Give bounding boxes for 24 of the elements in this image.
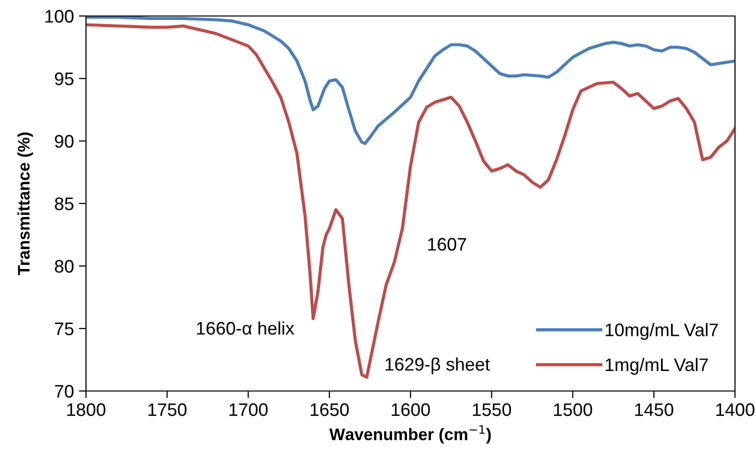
x-tick-label: 1750 <box>148 403 187 416</box>
x-tick-label: 1500 <box>554 403 592 416</box>
y-tick-label: 80 <box>54 260 74 273</box>
annotation: 1629-β sheet <box>386 357 490 374</box>
y-tick-label: 75 <box>55 322 74 336</box>
x-tick-label: 1600 <box>392 403 430 416</box>
y-axis-title: Transmittance (%) <box>17 132 33 276</box>
y-tick-label: 100 <box>45 10 74 23</box>
x-tick-label: 1400 <box>716 403 754 416</box>
x-tick-label: 1550 <box>472 403 512 416</box>
y-tick-label: 95 <box>54 72 74 86</box>
x-tick-label: 1700 <box>230 403 268 416</box>
x-tick-label: 1800 <box>67 403 106 416</box>
legend-label: 10mg/mL Val7 <box>606 323 718 340</box>
annotation: 1607 <box>428 238 466 251</box>
y-tick-label: 70 <box>55 384 74 398</box>
x-tick-label: 1650 <box>310 403 349 416</box>
x-tick-label: 1450 <box>635 403 674 416</box>
y-tick-label: 85 <box>54 197 74 210</box>
line-series <box>86 23 735 379</box>
y-tick-label: 90 <box>54 134 74 148</box>
annotation: 1660-α helix <box>197 321 294 335</box>
legend-label: 1mg/mL Val7 <box>606 358 708 375</box>
x-axis-title: Wavenumber (cm$^{−1}$) <box>329 425 491 444</box>
